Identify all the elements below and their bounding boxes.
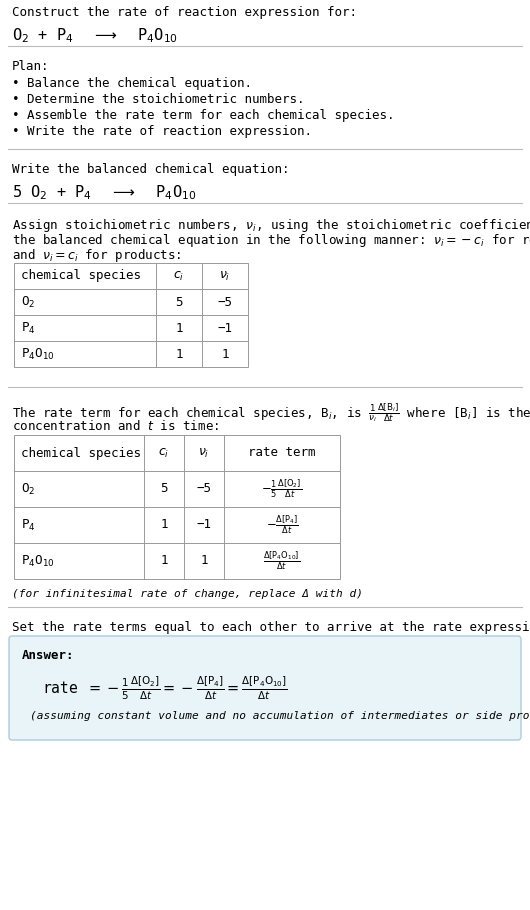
Text: Write the balanced chemical equation:: Write the balanced chemical equation: xyxy=(12,163,289,176)
Text: Plan:: Plan: xyxy=(12,60,49,73)
Text: 1: 1 xyxy=(160,554,168,568)
Text: chemical species: chemical species xyxy=(21,447,141,460)
Text: −1: −1 xyxy=(197,519,211,531)
Text: $-\frac{1}{5}\frac{\Delta[\mathrm{O}_2]}{\Delta t}$: $-\frac{1}{5}\frac{\Delta[\mathrm{O}_2]}… xyxy=(261,478,303,500)
Text: 1: 1 xyxy=(160,519,168,531)
Bar xyxy=(14,263,248,367)
Text: 5: 5 xyxy=(160,482,168,496)
Text: −5: −5 xyxy=(197,482,211,496)
Text: O$_2$: O$_2$ xyxy=(21,295,36,309)
Text: the balanced chemical equation in the following manner: $\nu_i = -c_i$ for react: the balanced chemical equation in the fo… xyxy=(12,232,530,249)
Text: Construct the rate of reaction expression for:: Construct the rate of reaction expressio… xyxy=(12,6,357,19)
Text: (for infinitesimal rate of change, replace Δ with d): (for infinitesimal rate of change, repla… xyxy=(12,589,363,599)
Text: 1: 1 xyxy=(200,554,208,568)
Bar xyxy=(14,435,340,579)
Text: rate $= -\frac{1}{5}\frac{\Delta[\mathrm{O}_2]}{\Delta t} = -\frac{\Delta[\mathr: rate $= -\frac{1}{5}\frac{\Delta[\mathrm… xyxy=(42,675,288,703)
FancyBboxPatch shape xyxy=(9,636,521,740)
Text: concentration and $t$ is time:: concentration and $t$ is time: xyxy=(12,419,219,433)
Text: P$_4$: P$_4$ xyxy=(21,518,36,532)
Text: 1: 1 xyxy=(175,321,183,335)
Text: 5: 5 xyxy=(175,296,183,308)
Text: • Balance the chemical equation.: • Balance the chemical equation. xyxy=(12,77,252,90)
Text: P$_4$O$_{10}$: P$_4$O$_{10}$ xyxy=(21,553,55,569)
Text: $-\frac{\Delta[\mathrm{P}_4]}{\Delta t}$: $-\frac{\Delta[\mathrm{P}_4]}{\Delta t}$ xyxy=(266,514,298,536)
Text: O$_2$ + P$_4$  $\longrightarrow$  P$_4$O$_{10}$: O$_2$ + P$_4$ $\longrightarrow$ P$_4$O$_… xyxy=(12,26,178,45)
Text: $c_i$: $c_i$ xyxy=(158,447,170,460)
Text: −5: −5 xyxy=(217,296,233,308)
Text: Assign stoichiometric numbers, $\nu_i$, using the stoichiometric coefficients, $: Assign stoichiometric numbers, $\nu_i$, … xyxy=(12,217,530,234)
Text: • Assemble the rate term for each chemical species.: • Assemble the rate term for each chemic… xyxy=(12,109,394,122)
Text: 1: 1 xyxy=(221,348,229,360)
Text: $\nu_i$: $\nu_i$ xyxy=(219,269,231,282)
Text: Set the rate terms equal to each other to arrive at the rate expression:: Set the rate terms equal to each other t… xyxy=(12,621,530,634)
Text: $\nu_i$: $\nu_i$ xyxy=(198,447,210,460)
Text: P$_4$: P$_4$ xyxy=(21,320,36,336)
Text: $c_i$: $c_i$ xyxy=(173,269,184,282)
Text: O$_2$: O$_2$ xyxy=(21,481,36,497)
Text: $\frac{\Delta[\mathrm{P}_4\mathrm{O}_{10}]}{\Delta t}$: $\frac{\Delta[\mathrm{P}_4\mathrm{O}_{10… xyxy=(263,550,301,572)
Text: chemical species: chemical species xyxy=(21,269,141,282)
Text: • Determine the stoichiometric numbers.: • Determine the stoichiometric numbers. xyxy=(12,93,305,106)
Text: (assuming constant volume and no accumulation of intermediates or side products): (assuming constant volume and no accumul… xyxy=(30,711,530,721)
Text: P$_4$O$_{10}$: P$_4$O$_{10}$ xyxy=(21,347,55,361)
Text: −1: −1 xyxy=(217,321,233,335)
Text: rate term: rate term xyxy=(248,447,316,460)
Text: The rate term for each chemical species, B$_i$, is $\frac{1}{\nu_i}\frac{\Delta[: The rate term for each chemical species,… xyxy=(12,401,530,424)
Text: and $\nu_i = c_i$ for products:: and $\nu_i = c_i$ for products: xyxy=(12,247,181,264)
Text: Answer:: Answer: xyxy=(22,649,75,662)
Text: 5 O$_2$ + P$_4$  $\longrightarrow$  P$_4$O$_{10}$: 5 O$_2$ + P$_4$ $\longrightarrow$ P$_4$O… xyxy=(12,183,197,202)
Text: 1: 1 xyxy=(175,348,183,360)
Text: • Write the rate of reaction expression.: • Write the rate of reaction expression. xyxy=(12,125,312,138)
